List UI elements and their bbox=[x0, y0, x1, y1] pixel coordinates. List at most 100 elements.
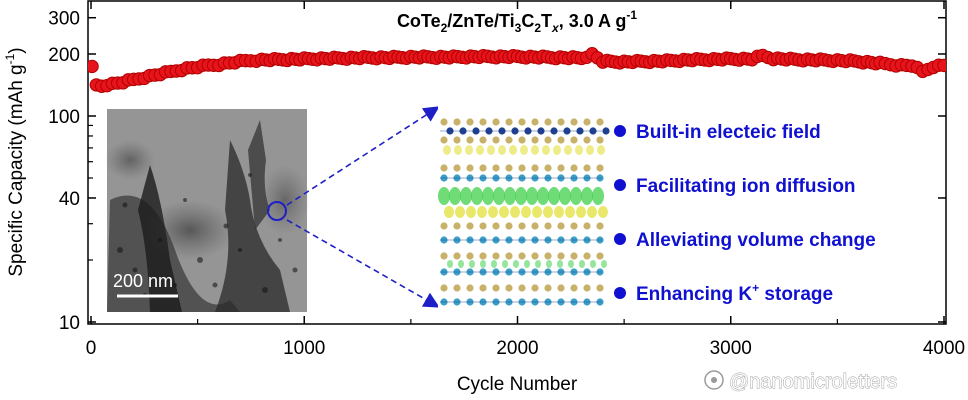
atom bbox=[557, 136, 565, 144]
data-series bbox=[88, 47, 946, 93]
charge-lobe bbox=[568, 260, 574, 268]
charge-lobe bbox=[482, 187, 494, 205]
atom bbox=[596, 252, 604, 260]
y-tick-label: 100 bbox=[48, 107, 80, 128]
charge-lobe bbox=[526, 187, 538, 205]
scale-bar-label: 200 nm bbox=[113, 271, 173, 291]
atom bbox=[479, 118, 487, 126]
atom bbox=[596, 222, 604, 230]
charge-lobe bbox=[579, 260, 585, 268]
x-axis-title: Cycle Number bbox=[457, 374, 578, 395]
atom bbox=[570, 118, 578, 126]
atom bbox=[453, 136, 461, 144]
atom bbox=[596, 284, 604, 292]
y-tick-label: 300 bbox=[48, 9, 80, 30]
bullet-3 bbox=[614, 233, 626, 245]
atom bbox=[466, 252, 474, 260]
atom bbox=[440, 164, 448, 172]
x-tick-label: 4000 bbox=[923, 338, 965, 359]
atom bbox=[518, 284, 526, 292]
atom bbox=[453, 252, 461, 260]
atom bbox=[440, 222, 448, 230]
data-point bbox=[88, 59, 99, 74]
charge-lobe bbox=[493, 187, 505, 205]
charge-lobe bbox=[513, 260, 519, 268]
atom bbox=[492, 136, 500, 144]
zoom-arrow-top bbox=[286, 106, 440, 206]
charge-lobe bbox=[458, 260, 464, 268]
watermark-text: @nanomicroletters bbox=[729, 371, 897, 393]
atom bbox=[583, 222, 591, 230]
atom bbox=[453, 118, 461, 126]
chart-title: CoTe2/ZnTe/Ti3C2Tx, 3.0 A g-1 bbox=[397, 8, 637, 35]
charge-lobe bbox=[535, 260, 541, 268]
charge-lobe bbox=[466, 206, 476, 218]
charge-lobe bbox=[532, 206, 542, 218]
x-tick-label: 2000 bbox=[496, 338, 538, 359]
x-tick-label: 3000 bbox=[710, 338, 752, 359]
charge-lobe bbox=[559, 187, 571, 205]
atom bbox=[492, 284, 500, 292]
atom bbox=[453, 284, 461, 292]
charge-lobe bbox=[592, 187, 604, 205]
atom bbox=[602, 127, 610, 135]
bullet-1 bbox=[614, 125, 626, 137]
charge-lobe bbox=[564, 145, 572, 155]
atom bbox=[531, 222, 539, 230]
y-tick-label: 40 bbox=[59, 189, 80, 210]
atom bbox=[505, 284, 513, 292]
atom bbox=[440, 284, 448, 292]
atom bbox=[544, 222, 552, 230]
charge-lobe bbox=[590, 260, 596, 268]
feature-3: Alleviating volume change bbox=[636, 230, 876, 251]
highlight-circle bbox=[267, 201, 287, 221]
atom bbox=[479, 252, 487, 260]
charge-lobe bbox=[499, 206, 509, 218]
charge-lobe bbox=[491, 260, 497, 268]
watermark: @nanomicroletters bbox=[704, 370, 898, 393]
charge-lobe bbox=[488, 206, 498, 218]
charge-lobe bbox=[510, 206, 520, 218]
charge-lobe bbox=[444, 206, 454, 218]
atom bbox=[557, 252, 565, 260]
atom bbox=[583, 164, 591, 172]
feature-list: Built-in electeic field Facilitating ion… bbox=[614, 122, 876, 305]
bullet-2 bbox=[614, 179, 626, 191]
charge-lobe bbox=[586, 145, 594, 155]
y-axis-title: Specific Capacity (mAh g-1) bbox=[3, 47, 27, 276]
atom bbox=[583, 136, 591, 144]
x-tick-label: 1000 bbox=[283, 338, 325, 359]
atom bbox=[518, 118, 526, 126]
atom bbox=[531, 284, 539, 292]
charge-lobe bbox=[504, 187, 516, 205]
tem-image: 200 nm bbox=[105, 109, 310, 312]
atom bbox=[557, 164, 565, 172]
atom bbox=[466, 222, 474, 230]
charge-lobe bbox=[438, 187, 450, 205]
charge-lobe bbox=[502, 260, 508, 268]
atom bbox=[583, 284, 591, 292]
atom bbox=[466, 164, 474, 172]
atom bbox=[492, 164, 500, 172]
atom bbox=[557, 284, 565, 292]
atom bbox=[466, 136, 474, 144]
charge-lobe bbox=[570, 187, 582, 205]
charge-lobe bbox=[597, 145, 605, 155]
atom bbox=[570, 136, 578, 144]
charge-lobe bbox=[454, 145, 462, 155]
atom bbox=[518, 252, 526, 260]
atom bbox=[557, 222, 565, 230]
data-point bbox=[937, 58, 946, 73]
charge-lobe bbox=[476, 145, 484, 155]
charge-lobe bbox=[554, 206, 564, 218]
charge-lobe bbox=[443, 145, 451, 155]
atom bbox=[531, 136, 539, 144]
atom bbox=[531, 164, 539, 172]
charge-lobe bbox=[546, 260, 552, 268]
atom bbox=[466, 118, 474, 126]
atom bbox=[440, 118, 448, 126]
dft-structure-image bbox=[438, 104, 610, 314]
atom bbox=[570, 164, 578, 172]
charge-lobe bbox=[449, 187, 461, 205]
